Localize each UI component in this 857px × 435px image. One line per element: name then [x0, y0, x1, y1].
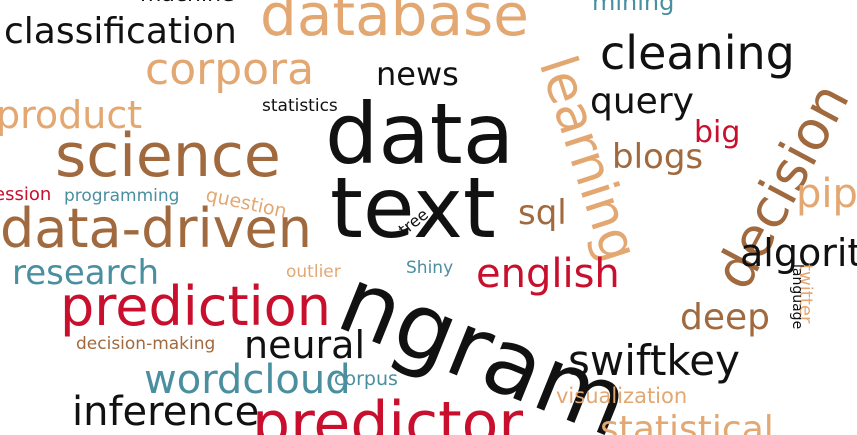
word-deep: deep — [680, 297, 770, 338]
word-swiftkey: swiftkey — [568, 336, 740, 385]
word-big: big — [694, 115, 741, 150]
word-english: english — [476, 251, 620, 297]
word-pipe: pipe — [796, 171, 857, 217]
word-data: data — [325, 85, 515, 183]
word-statistical: statistical — [600, 409, 774, 435]
word-ession: ession — [0, 184, 52, 205]
word-product: product — [0, 93, 143, 137]
word-corpus: corpus — [334, 368, 398, 390]
word-statistics: statistics — [262, 96, 338, 116]
word-outlier: outlier — [286, 262, 341, 282]
word-wordcloud: wordcloud — [144, 357, 351, 403]
word-corpora: corpora — [145, 44, 315, 95]
word-text: text — [330, 159, 496, 257]
word-research: research — [12, 253, 160, 293]
word-algorit: algorit — [740, 231, 857, 275]
word-predictor: predictor — [252, 389, 523, 435]
word-language: language — [789, 264, 805, 330]
word-cleaning: cleaning — [600, 26, 795, 80]
word-database: database — [260, 0, 529, 49]
word-machine: machine — [140, 0, 235, 6]
word-science: science — [55, 121, 281, 191]
word-query: query — [590, 81, 694, 122]
word-data-driven: data-driven — [0, 197, 313, 260]
word-shiny: Shiny — [406, 258, 454, 278]
word-neural: neural — [244, 323, 366, 367]
word-sql: sql — [518, 193, 567, 233]
word-blogs: blogs — [612, 137, 704, 177]
word-prediction: prediction — [60, 275, 331, 338]
word-programming: programming — [64, 186, 180, 206]
word-decision-making: decision-making — [76, 334, 216, 354]
word-inference: inference — [72, 389, 260, 435]
word-visualization: visualization — [556, 384, 688, 408]
word-classification: classification — [4, 11, 237, 52]
word-news: news — [376, 55, 459, 93]
word-mining: mining — [592, 0, 675, 16]
